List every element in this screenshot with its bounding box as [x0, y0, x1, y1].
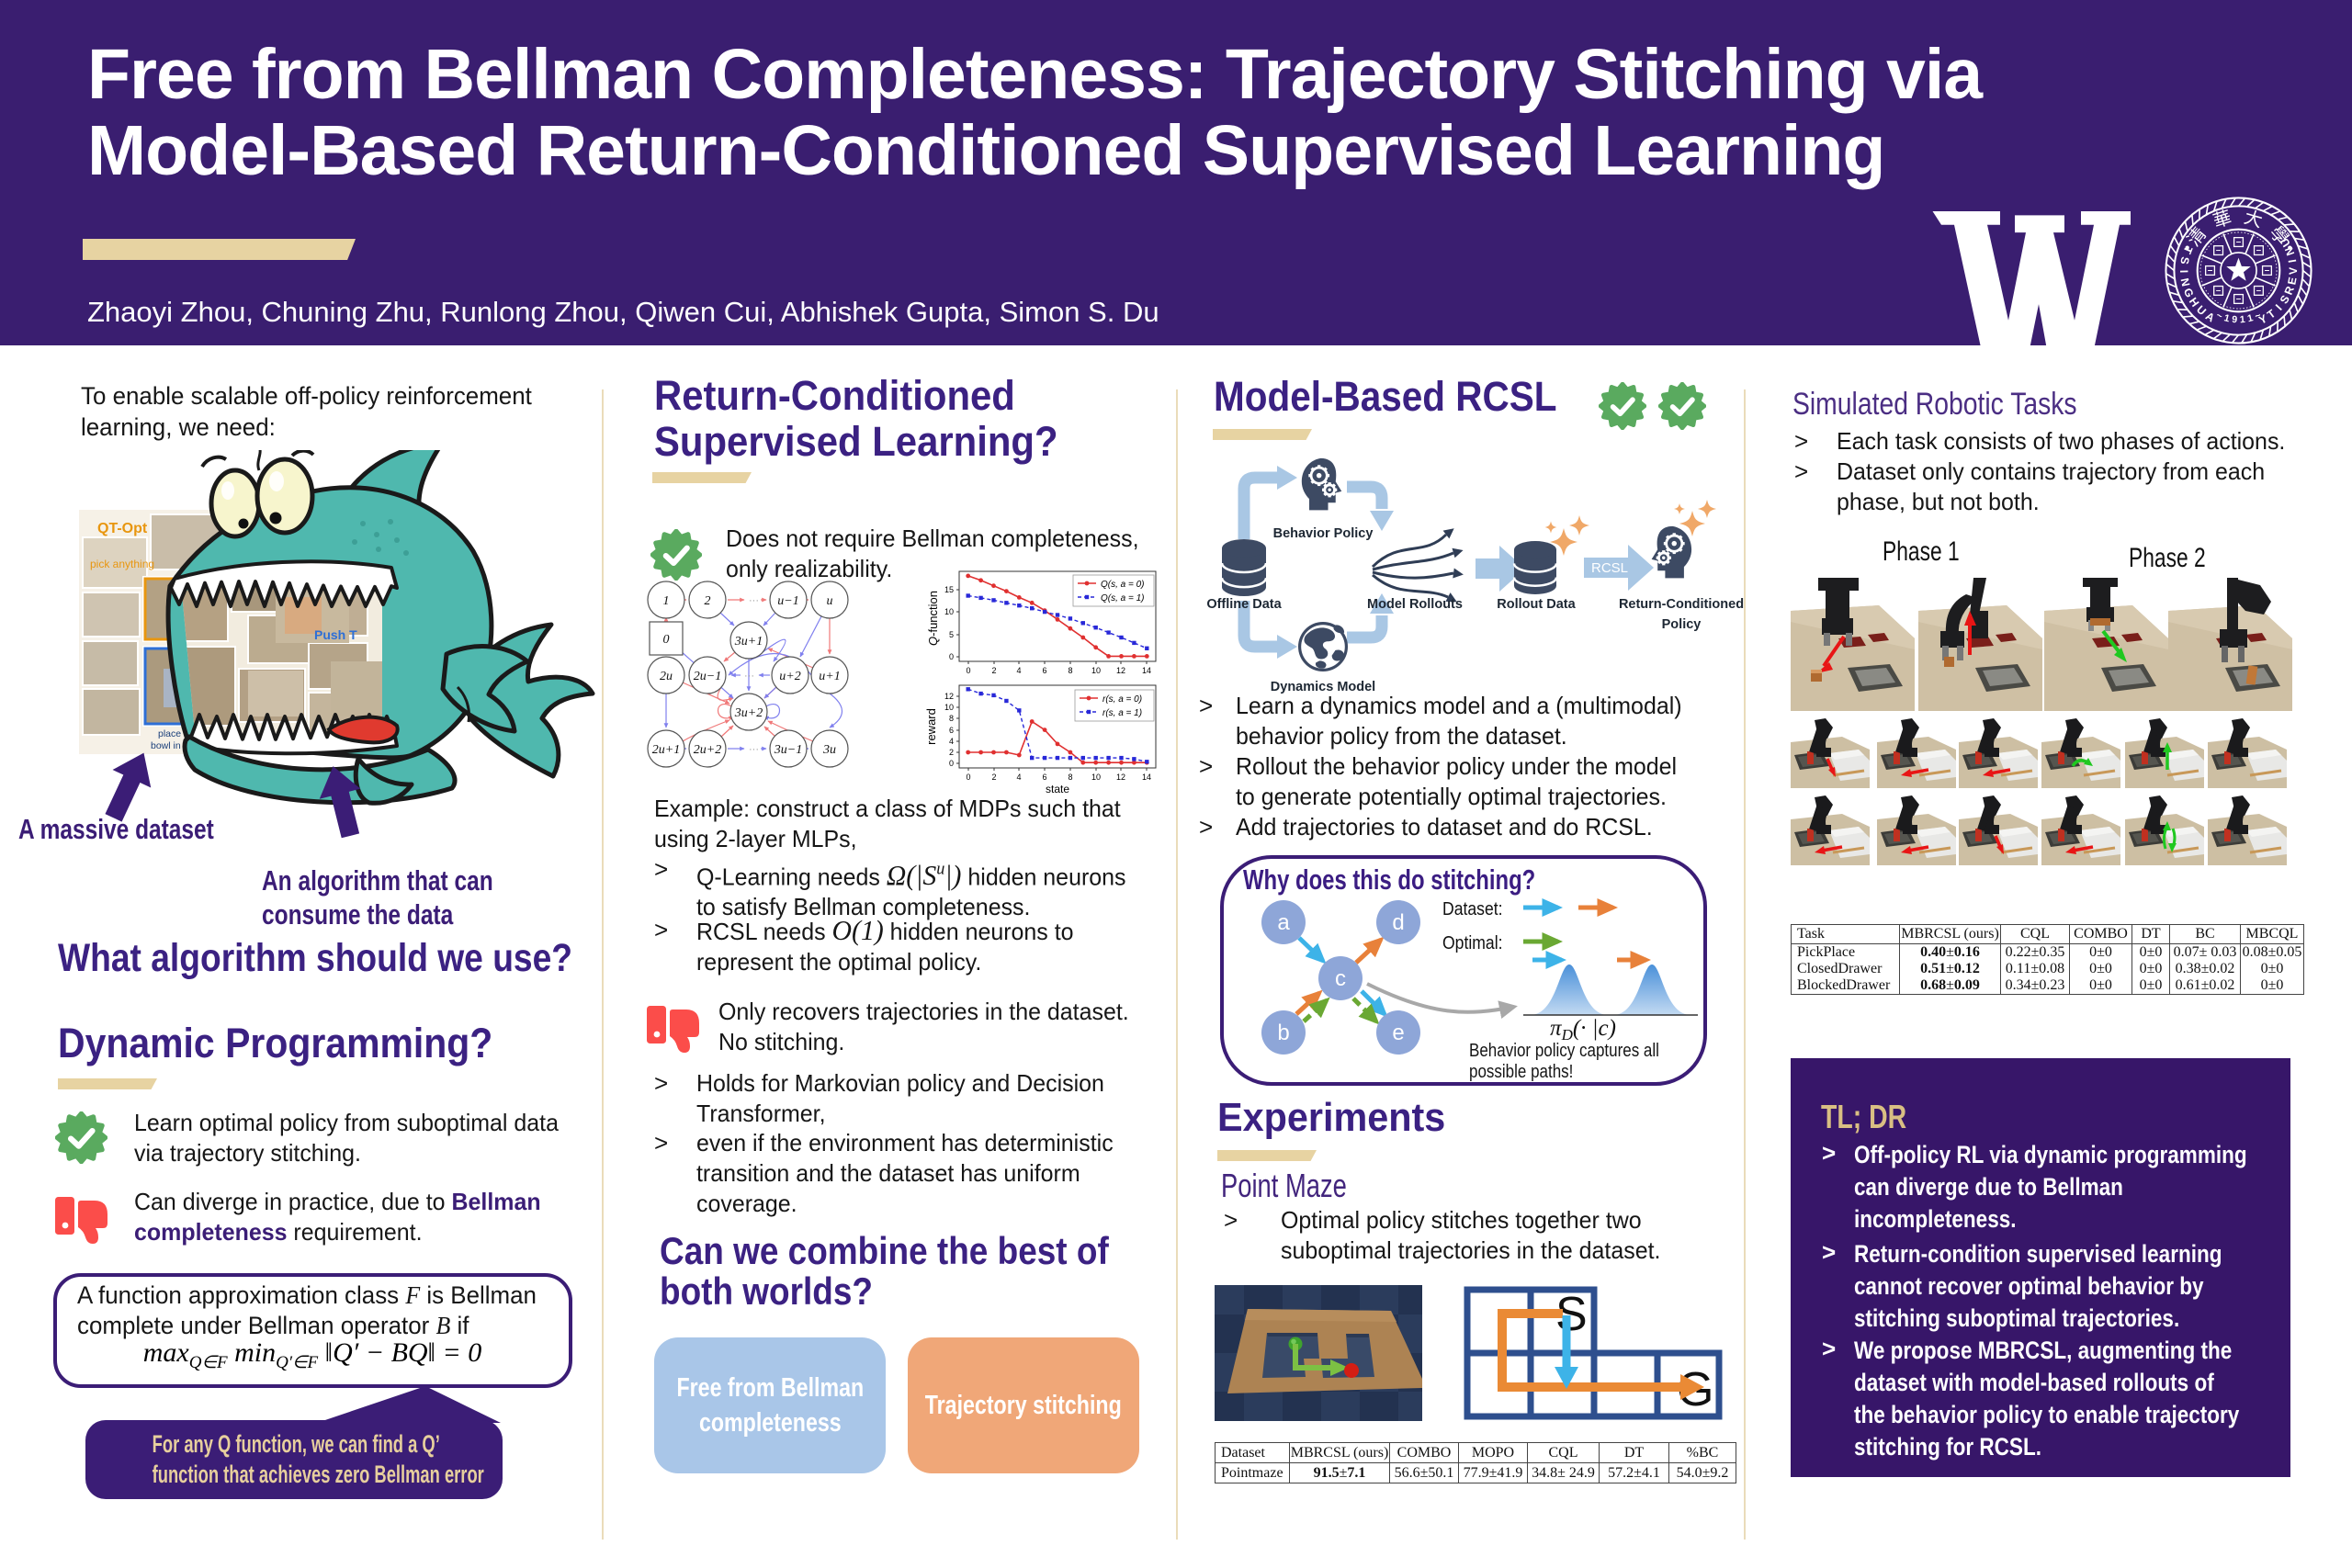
svg-text:2u+1: 2u+1 — [652, 743, 680, 757]
svg-text:Optimal:: Optimal: — [1442, 932, 1503, 953]
svg-text:~: ~ — [2214, 310, 2223, 321]
svg-text:Dataset:: Dataset: — [1442, 898, 1503, 919]
svg-text:9: 9 — [2232, 314, 2238, 325]
svg-text:pick anything: pick anything — [90, 558, 154, 570]
svg-text:c: c — [1335, 966, 1346, 991]
svg-text:Q(s, a = 1): Q(s, a = 1) — [1101, 593, 1145, 604]
svg-text:u+2: u+2 — [779, 670, 800, 683]
svg-text:2: 2 — [991, 666, 996, 675]
svg-text:N: N — [2178, 277, 2193, 288]
svg-text:QT-Opt: QT-Opt — [97, 521, 148, 536]
svg-text:1: 1 — [2246, 312, 2255, 324]
svg-text:14: 14 — [1142, 773, 1151, 782]
svg-text:2u−1: 2u−1 — [694, 670, 721, 683]
svg-text:πD(· |c): πD(· |c) — [1550, 1016, 1616, 1043]
svg-text:12: 12 — [1116, 773, 1125, 782]
svg-text:state: state — [1046, 783, 1069, 793]
svg-text:4: 4 — [1016, 773, 1021, 782]
svg-text:E: E — [2285, 276, 2299, 286]
svg-text:a: a — [1277, 910, 1290, 935]
svg-text:3u−1: 3u−1 — [774, 743, 802, 757]
svg-text:Policy: Policy — [1662, 617, 1702, 632]
svg-text:10: 10 — [944, 703, 954, 712]
svg-text:r(s, a = 1): r(s, a = 1) — [1102, 708, 1142, 718]
svg-text:S: S — [2177, 255, 2191, 265]
svg-text:···: ··· — [744, 671, 754, 682]
svg-text:I: I — [2273, 302, 2285, 313]
svg-text:RCSL: RCSL — [1591, 560, 1628, 576]
svg-text:4: 4 — [1016, 666, 1021, 675]
svg-text:0: 0 — [966, 773, 970, 782]
svg-text:0: 0 — [949, 759, 954, 768]
svg-text:Model Rollouts: Model Rollouts — [1367, 597, 1463, 612]
svg-text:0: 0 — [966, 666, 970, 675]
svg-text:1: 1 — [2239, 314, 2245, 325]
svg-text:2u+2: 2u+2 — [694, 743, 721, 757]
svg-text:r(s, a = 0): r(s, a = 0) — [1102, 694, 1142, 705]
svg-text:華: 華 — [2211, 208, 2233, 232]
svg-text:6: 6 — [949, 726, 954, 735]
svg-text:12: 12 — [944, 692, 954, 701]
svg-text:8: 8 — [949, 714, 954, 723]
svg-text:Q(s, a = 0): Q(s, a = 0) — [1101, 580, 1145, 590]
svg-text:14: 14 — [1142, 666, 1151, 675]
svg-text:d: d — [1392, 910, 1404, 935]
svg-text:V: V — [2287, 266, 2300, 275]
svg-text:10: 10 — [1091, 773, 1101, 782]
svg-text:6: 6 — [1042, 666, 1046, 675]
svg-text:2: 2 — [991, 773, 996, 782]
svg-text:b: b — [1277, 1021, 1289, 1045]
svg-text:3u+1: 3u+1 — [734, 635, 763, 649]
svg-text:12: 12 — [1116, 666, 1125, 675]
svg-text:···: ··· — [749, 595, 759, 606]
svg-text:Return-Conditioned: Return-Conditioned — [1619, 597, 1744, 612]
svg-text:2: 2 — [705, 594, 711, 608]
svg-text:u+1: u+1 — [819, 670, 840, 683]
svg-text:8: 8 — [1068, 666, 1072, 675]
svg-text:6: 6 — [1042, 773, 1046, 782]
svg-text:u: u — [827, 594, 833, 608]
svg-text:4: 4 — [949, 737, 954, 746]
svg-text:10: 10 — [1091, 666, 1101, 675]
svg-text:Offline Data: Offline Data — [1206, 597, 1282, 612]
svg-text:2u: 2u — [660, 670, 673, 683]
svg-text:Behavior Policy: Behavior Policy — [1273, 526, 1374, 541]
svg-text:1: 1 — [2222, 312, 2231, 324]
svg-text:···: ··· — [749, 744, 759, 755]
svg-text:reward: reward — [926, 708, 938, 745]
svg-text:5: 5 — [949, 630, 954, 639]
svg-text:10: 10 — [944, 607, 954, 616]
svg-text:Push T: Push T — [314, 627, 357, 642]
svg-text:u−1: u−1 — [777, 594, 798, 608]
svg-text:0: 0 — [949, 652, 954, 661]
svg-text:I: I — [2177, 270, 2190, 274]
svg-text:3u: 3u — [822, 743, 836, 757]
svg-text:2: 2 — [949, 748, 954, 757]
svg-text:~: ~ — [2253, 310, 2262, 321]
svg-text:Dynamics Model: Dynamics Model — [1271, 680, 1375, 694]
svg-text:I: I — [2286, 258, 2299, 264]
svg-text:3u+2: 3u+2 — [734, 706, 763, 720]
svg-text:Rollout Data: Rollout Data — [1497, 597, 1576, 612]
svg-text:e: e — [1392, 1021, 1404, 1045]
svg-text:15: 15 — [944, 585, 954, 594]
svg-text:0: 0 — [663, 633, 670, 647]
svg-text:Q-function: Q-function — [926, 591, 940, 646]
svg-text:1: 1 — [663, 594, 670, 608]
svg-text:8: 8 — [1068, 773, 1072, 782]
svg-text:大: 大 — [2242, 208, 2265, 232]
